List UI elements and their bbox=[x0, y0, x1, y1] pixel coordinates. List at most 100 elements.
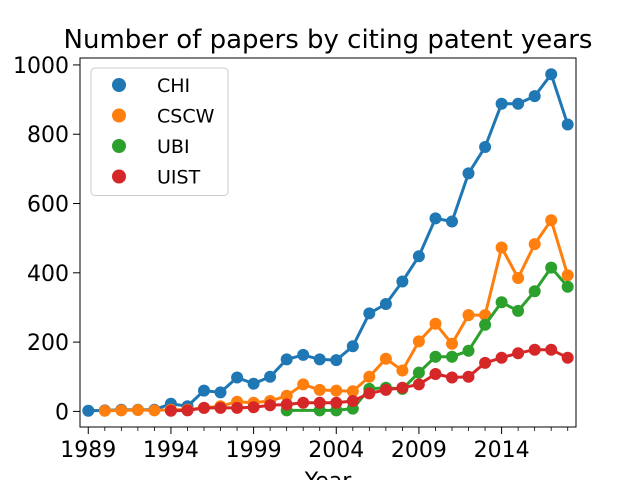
data-point-uist-1997 bbox=[214, 401, 227, 414]
data-point-ubi-2009 bbox=[412, 366, 425, 379]
data-point-chi-2016 bbox=[528, 90, 541, 103]
data-point-cscw-2008 bbox=[396, 364, 409, 377]
data-point-ubi-2016 bbox=[528, 285, 541, 298]
legend-marker-chi bbox=[112, 78, 126, 92]
data-point-chi-2018 bbox=[561, 118, 574, 131]
x-tick-label: 2009 bbox=[391, 438, 447, 463]
data-point-uist-2018 bbox=[561, 351, 574, 364]
data-point-cscw-2014 bbox=[495, 241, 508, 254]
data-point-uist-2008 bbox=[396, 381, 409, 394]
data-point-chi-2006 bbox=[363, 307, 376, 320]
data-point-chi-1999 bbox=[247, 377, 260, 390]
data-point-uist-2015 bbox=[512, 347, 525, 360]
data-point-cscw-2013 bbox=[479, 309, 492, 322]
data-point-uist-2001 bbox=[280, 398, 293, 411]
plot-frame bbox=[79, 57, 577, 428]
data-point-cscw-2015 bbox=[512, 272, 525, 284]
y-tick-label: 600 bbox=[27, 193, 69, 218]
data-point-cscw-2002 bbox=[297, 378, 310, 391]
data-point-uist-2000 bbox=[264, 399, 277, 412]
data-point-chi-2001 bbox=[280, 353, 293, 366]
legend-label-ubi: UBI bbox=[157, 136, 190, 158]
x-tick-label: 2004 bbox=[308, 438, 364, 463]
axes: 1989 1994 1999 2004 2009 2014 0 200 400 600 800 100… bbox=[13, 54, 577, 463]
data-point-uist-2016 bbox=[528, 343, 541, 356]
data-point-cscw-2005 bbox=[346, 385, 359, 398]
data-point-uist-2003 bbox=[313, 396, 326, 409]
data-point-ubi-2013 bbox=[479, 318, 492, 331]
legend-marker-ubi bbox=[112, 139, 126, 153]
data-point-uist-2006 bbox=[363, 387, 376, 400]
y-tick-label: 200 bbox=[27, 331, 69, 356]
x-tick-label: 1989 bbox=[60, 438, 116, 463]
data-point-ubi-2018 bbox=[561, 280, 574, 293]
data-point-chi-2008 bbox=[396, 275, 409, 288]
legend-marker-uist bbox=[112, 169, 126, 184]
legend-box bbox=[90, 67, 229, 196]
data-point-uist-1996 bbox=[198, 401, 210, 414]
x-tick-label: 1999 bbox=[226, 438, 282, 463]
data-point-chi-2017 bbox=[545, 68, 558, 81]
data-point-chi-2000 bbox=[264, 370, 277, 383]
data-point-chi-2005 bbox=[346, 340, 359, 353]
data-point-chi-2013 bbox=[479, 141, 492, 153]
series-uist bbox=[164, 343, 574, 417]
data-point-uist-1995 bbox=[181, 404, 194, 417]
data-point-uist-1998 bbox=[231, 401, 244, 414]
data-point-uist-2005 bbox=[346, 395, 359, 407]
data-point-chi-2014 bbox=[495, 97, 508, 110]
data-point-ubi-2017 bbox=[545, 261, 558, 274]
data-point-ubi-2010 bbox=[429, 350, 442, 363]
data-point-uist-2007 bbox=[379, 383, 392, 396]
data-point-chi-1996 bbox=[198, 384, 210, 397]
data-point-cscw-2012 bbox=[462, 309, 475, 322]
legend: CHI CSCW UBI UIST bbox=[90, 67, 229, 196]
data-point-cscw-2017 bbox=[545, 214, 558, 227]
data-point-uist-1994 bbox=[164, 404, 177, 417]
data-point-uist-2017 bbox=[545, 343, 558, 356]
x-axis-label: Year bbox=[304, 469, 353, 480]
data-point-cscw-1992 bbox=[131, 404, 144, 416]
data-point-chi-2002 bbox=[297, 348, 310, 361]
x-tick-label: 2014 bbox=[474, 438, 530, 463]
data-point-chi-1998 bbox=[231, 371, 244, 384]
data-point-uist-2013 bbox=[479, 356, 492, 369]
x-tick-label: 1994 bbox=[143, 438, 199, 463]
data-point-chi-2009 bbox=[412, 250, 425, 263]
data-point-uist-2012 bbox=[462, 370, 475, 383]
plot-area bbox=[82, 68, 574, 417]
data-point-chi-2007 bbox=[379, 298, 392, 310]
data-point-chi-2004 bbox=[330, 354, 343, 367]
legend-label-uist: UIST bbox=[157, 167, 201, 189]
data-point-ubi-2011 bbox=[446, 350, 458, 363]
legend-label-chi: CHI bbox=[157, 75, 190, 97]
data-point-cscw-2004 bbox=[330, 384, 343, 397]
data-point-uist-2002 bbox=[297, 396, 310, 409]
data-point-uist-2011 bbox=[446, 371, 458, 384]
data-point-cscw-1993 bbox=[148, 404, 161, 417]
data-point-uist-1999 bbox=[247, 401, 260, 414]
data-point-cscw-2010 bbox=[429, 317, 442, 330]
data-point-chi-2012 bbox=[462, 167, 475, 180]
data-point-chi-2011 bbox=[446, 215, 458, 228]
data-point-cscw-2009 bbox=[412, 335, 425, 348]
data-point-uist-2009 bbox=[412, 378, 425, 391]
data-point-chi-2010 bbox=[429, 212, 442, 225]
data-point-chi-2015 bbox=[512, 97, 525, 110]
data-point-chi-2003 bbox=[313, 353, 326, 366]
data-point-chi-1989 bbox=[82, 404, 95, 417]
y-tick-label: 800 bbox=[27, 123, 69, 148]
chart-title: Number of papers by citing patent years bbox=[64, 25, 593, 55]
legend-marker-cscw bbox=[112, 108, 126, 123]
data-point-chi-1997 bbox=[214, 386, 227, 399]
data-point-cscw-1991 bbox=[115, 404, 128, 417]
data-point-cscw-2006 bbox=[363, 370, 376, 383]
legend-label-cscw: CSCW bbox=[157, 106, 215, 128]
data-point-cscw-2003 bbox=[313, 383, 326, 396]
data-point-ubi-2012 bbox=[462, 344, 475, 357]
data-point-cscw-1990 bbox=[98, 404, 111, 417]
data-point-cscw-2007 bbox=[379, 352, 392, 365]
data-point-cscw-2001 bbox=[280, 389, 293, 402]
